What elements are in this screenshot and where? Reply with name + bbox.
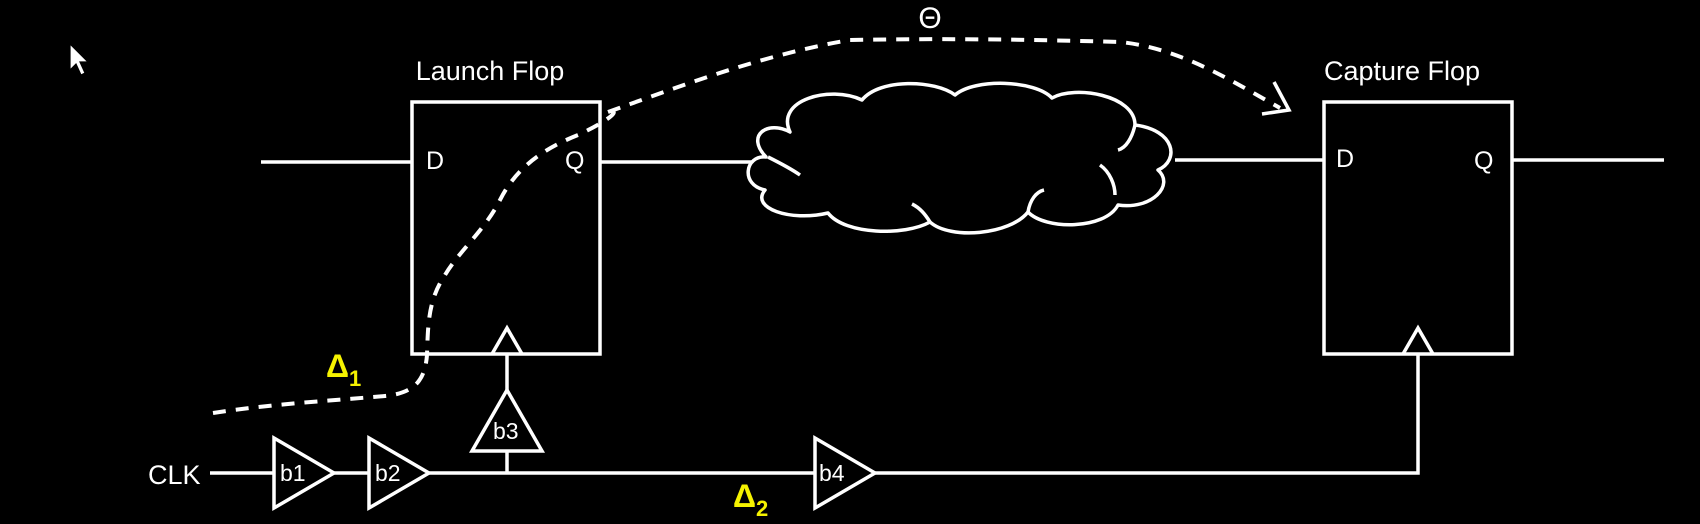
capture-flop-box: [1322, 100, 1514, 356]
launch-flop-clock-marker: [490, 324, 524, 355]
capture-flop-clock-marker: [1401, 324, 1435, 355]
buffer-b3-label: b3: [493, 418, 519, 444]
clk-input-label: CLK: [148, 460, 201, 490]
delta1-symbol: Δ: [326, 348, 349, 384]
buffer-b1-label: b1: [280, 460, 306, 486]
delta1-label: Δ1: [326, 348, 361, 391]
cloud-inner-stroke: [1026, 188, 1045, 213]
launch-flop-title: Launch Flop: [416, 56, 565, 86]
launch-clock-path-dashed: [212, 109, 616, 415]
buffer-b3: [468, 386, 546, 453]
capture-flop-q-pin: Q: [1474, 147, 1493, 175]
buffer-b2-label: b2: [375, 460, 401, 486]
combinational-logic-cloud: [746, 81, 1173, 235]
delta1-subscript: 1: [349, 366, 361, 391]
delta2-symbol: Δ: [733, 478, 756, 514]
delta2-subscript: 2: [756, 496, 768, 521]
data-path-arrowhead: [1261, 81, 1292, 116]
launch-flop-box: [410, 100, 602, 356]
clk-b4-to-capture-wire: [875, 354, 1420, 475]
cloud-inner-stroke: [911, 202, 932, 223]
capture-flop-d-pin: D: [1336, 145, 1354, 173]
capture-flop-title: Capture Flop: [1324, 56, 1480, 86]
cloud-inner-stroke: [767, 155, 802, 177]
buffer-b2: [367, 434, 433, 512]
buffer-b4-label: b4: [819, 460, 845, 486]
data-path-dashed-arrow: [607, 37, 1281, 114]
launch-flop-d-pin: D: [426, 147, 444, 175]
buffer-b1: [272, 434, 338, 512]
buffer-b4: [813, 434, 879, 512]
delta2-label: Δ2: [733, 478, 768, 521]
launch-flop-q-pin: Q: [565, 147, 584, 175]
cloud-inner-stroke: [1117, 124, 1137, 152]
path-delay-theta-label: Θ: [918, 2, 941, 35]
cloud-inner-stroke: [1098, 163, 1117, 196]
mouse-pointer-icon: [69, 42, 90, 76]
